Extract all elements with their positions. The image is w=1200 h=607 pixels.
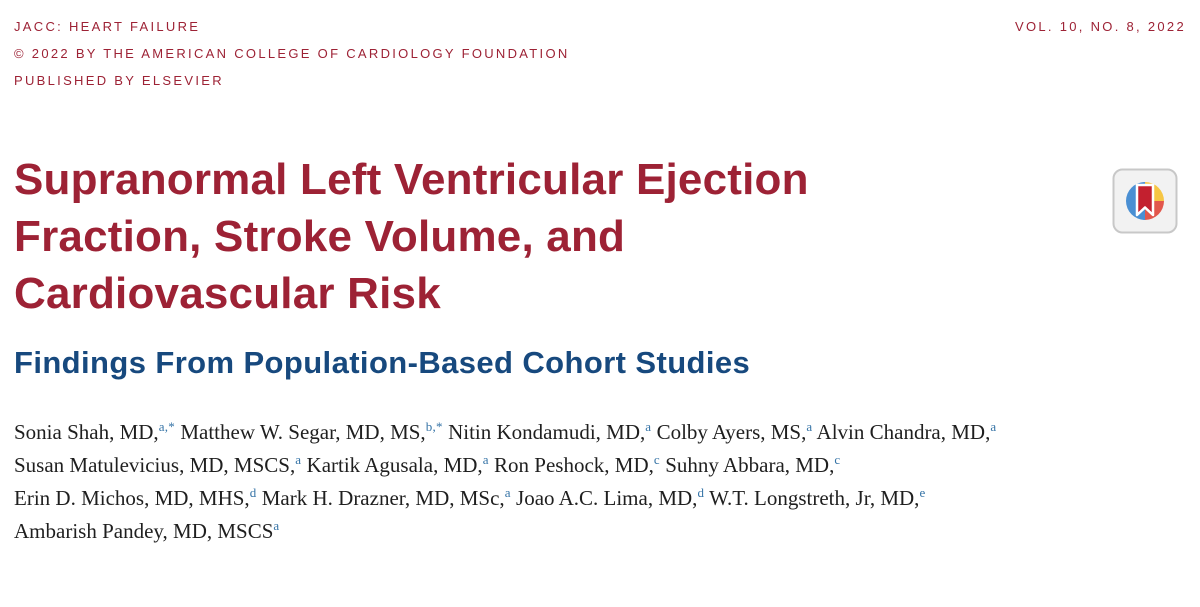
affiliation-superscript: a	[990, 419, 997, 434]
author-name: Suhny Abbara, MD,	[665, 453, 835, 477]
author-name: Kartik Agusala, MD,	[306, 453, 483, 477]
crossmark-icon	[1112, 168, 1178, 234]
journal-header-right: VOL. 10, NO. 8, 2022	[1015, 20, 1186, 33]
affiliation-superscript: a	[806, 419, 813, 434]
copyright-line: © 2022 BY THE AMERICAN COLLEGE OF CARDIO…	[14, 46, 570, 61]
author-name: Ambarish Pandey, MD, MSCS	[14, 519, 274, 543]
affiliation-superscript: a	[645, 419, 652, 434]
author-name: Matthew W. Segar, MD, MS,	[180, 420, 426, 444]
volume-info: VOL. 10, NO. 8, 2022	[1014, 19, 1186, 34]
article-title-line: Cardiovascular Risk	[14, 269, 441, 318]
journal-header: JACC: HEART FAILURE © 2022 BY THE AMERIC…	[14, 20, 1186, 87]
author-line: Erin D. Michos, MD, MHS,d Mark H. Drazne…	[14, 482, 1186, 515]
author-name: Erin D. Michos, MD, MHS,	[14, 486, 250, 510]
affiliation-superscript: d	[249, 485, 257, 500]
article-title: Supranormal Left Ventricular Ejection Fra…	[14, 151, 1186, 322]
article-subtitle: Findings From Population-Based Cohort St…	[14, 345, 751, 380]
affiliation-superscript: a,*	[158, 419, 176, 434]
affiliation-superscript: a	[295, 452, 302, 467]
author-line: Sonia Shah, MD,a,* Matthew W. Segar, MD,…	[14, 416, 1186, 449]
article-title-line: Supranormal Left Ventricular Ejection	[14, 155, 809, 204]
journal-title: JACC: HEART FAILURE	[14, 19, 201, 34]
article-title-line: Fraction, Stroke Volume, and	[14, 212, 626, 261]
affiliation-superscript: c	[653, 452, 660, 467]
author-name: Ron Peshock, MD,	[494, 453, 654, 477]
author-name: W.T. Longstreth, Jr, MD,	[709, 486, 920, 510]
affiliation-superscript: a	[482, 452, 489, 467]
author-name: Colby Ayers, MS,	[656, 420, 807, 444]
author-name: Susan Matulevicius, MD, MSCS,	[14, 453, 296, 477]
author-name: Joao A.C. Lima, MD,	[516, 486, 698, 510]
author-list: Sonia Shah, MD,a,* Matthew W. Segar, MD,…	[14, 416, 1186, 548]
author-name: Sonia Shah, MD,	[14, 420, 159, 444]
author-name: Alvin Chandra, MD,	[816, 420, 991, 444]
affiliation-superscript: a	[504, 485, 511, 500]
crossmark-badge[interactable]	[1112, 168, 1178, 234]
affiliation-superscript: a	[273, 518, 280, 533]
affiliation-superscript: d	[697, 485, 705, 500]
affiliation-superscript: c	[834, 452, 841, 467]
publisher-line: PUBLISHED BY ELSEVIER	[14, 73, 224, 88]
journal-header-left: JACC: HEART FAILURE © 2022 BY THE AMERIC…	[14, 20, 570, 87]
affiliation-superscript: b,*	[425, 419, 443, 434]
author-name: Nitin Kondamudi, MD,	[448, 420, 646, 444]
author-line: Susan Matulevicius, MD, MSCS,a Kartik Ag…	[14, 449, 1186, 482]
author-line: Ambarish Pandey, MD, MSCSa	[14, 515, 1186, 548]
author-name: Mark H. Drazner, MD, MSc,	[261, 486, 505, 510]
affiliation-superscript: e	[919, 485, 926, 500]
